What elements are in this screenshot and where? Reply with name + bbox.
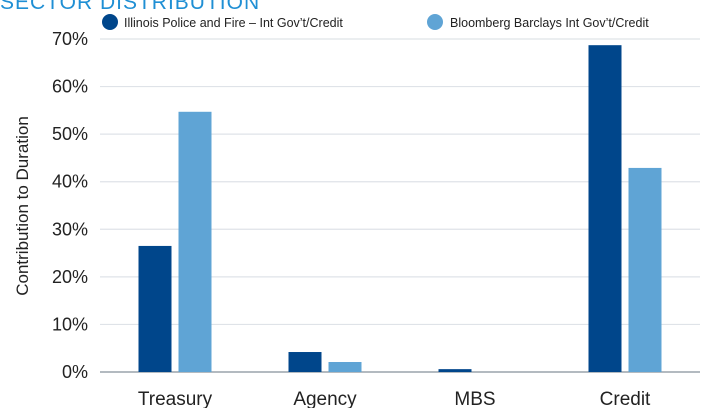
y-tick-label: 0% bbox=[62, 362, 88, 382]
legend: Illinois Police and Fire – Int Gov’t/Cre… bbox=[102, 14, 649, 30]
bar-mbs-series-1 bbox=[438, 369, 472, 372]
bars bbox=[138, 45, 662, 372]
y-tick-label: 50% bbox=[52, 124, 88, 144]
y-axis-ticks: 0% 10% 20% 30% 40% 50% 60% 70% bbox=[52, 29, 88, 382]
y-tick-label: 60% bbox=[52, 77, 88, 97]
bar-agency-series-2 bbox=[328, 362, 362, 372]
x-axis-categories: Treasury Agency MBS Credit bbox=[138, 389, 651, 408]
bar-treasury-series-2 bbox=[178, 111, 212, 372]
bar-credit-series-2 bbox=[628, 167, 662, 372]
y-tick-label: 70% bbox=[52, 29, 88, 49]
y-tick-label: 30% bbox=[52, 219, 88, 239]
y-tick-label: 10% bbox=[52, 314, 88, 334]
bar-treasury-series-1 bbox=[138, 245, 172, 372]
legend-label-series-2: Bloomberg Barclays Int Gov’t/Credit bbox=[450, 16, 649, 30]
chart-title: SECTOR DISTRIBUTION bbox=[0, 0, 261, 14]
legend-label-series-1: Illinois Police and Fire – Int Gov’t/Cre… bbox=[124, 16, 343, 30]
bar-agency-series-1 bbox=[288, 352, 322, 372]
x-category-label: Agency bbox=[293, 389, 357, 408]
y-axis-label: Contribution to Duration bbox=[13, 116, 32, 296]
y-tick-label: 20% bbox=[52, 267, 88, 287]
x-category-label: MBS bbox=[454, 389, 495, 408]
y-tick-label: 40% bbox=[52, 172, 88, 192]
legend-marker-series-2 bbox=[427, 14, 443, 30]
x-category-label: Treasury bbox=[138, 389, 213, 408]
x-category-label: Credit bbox=[600, 389, 651, 408]
bar-credit-series-1 bbox=[588, 45, 622, 372]
legend-marker-series-1 bbox=[102, 14, 118, 30]
